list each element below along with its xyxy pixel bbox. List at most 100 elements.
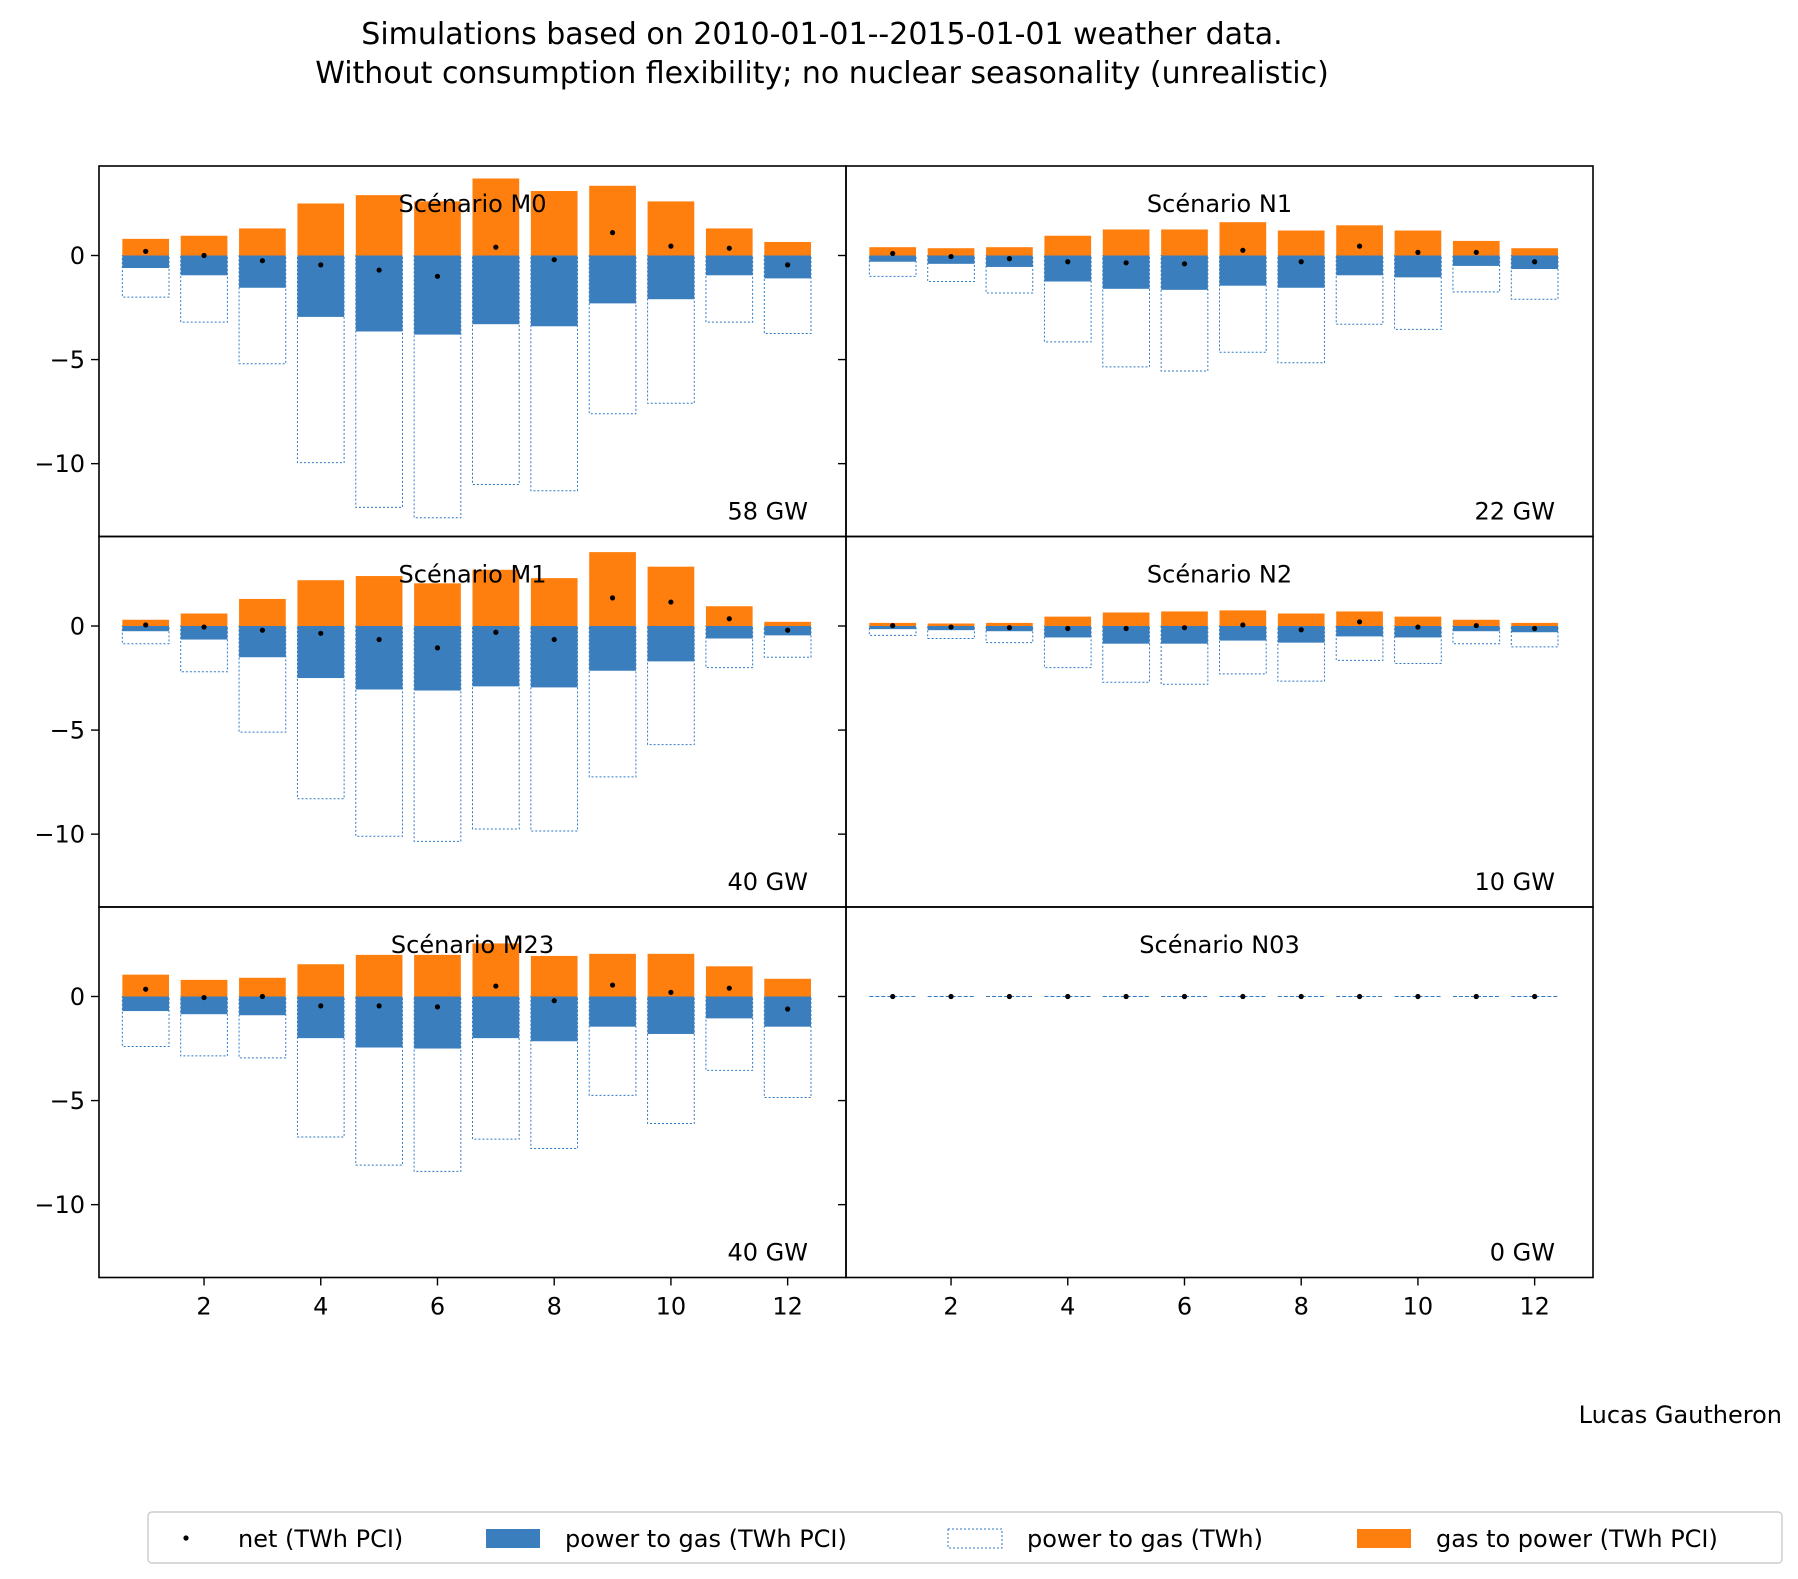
power-to-gas-pci-bar [647,996,695,1034]
power-to-gas-twh-bar [413,255,462,519]
legend: net (TWh PCI) power to gas (TWh PCI) power… [147,1511,1783,1564]
power-to-gas-pci-bar [1452,255,1500,266]
power-to-gas-twh-bar [530,255,579,492]
power-to-gas-twh-bar [1219,625,1267,675]
net-point [1415,624,1421,630]
net-point [201,624,207,630]
net-point [259,993,266,1000]
power-to-gas-pci-bar [472,255,520,325]
gas-to-power-bar [647,953,695,997]
gas-to-power-bar [1394,616,1442,627]
power-to-gas-twh-bar [296,625,345,800]
power-to-gas-twh-bar [1102,255,1150,368]
net-point [1006,993,1013,1000]
power-to-gas-pci-bar [705,626,753,639]
net-point [551,636,557,643]
gas-to-power-bar [1219,610,1267,627]
capacity-label: 58 GW [728,498,809,526]
gas-to-power-bar [1102,229,1150,256]
net-point [948,253,954,260]
subplot-sc-nario-m0: 0 −5 −10 Scénario M0 58 GW [34,165,847,538]
power-to-gas-pci-bar [122,255,170,268]
net-point [726,245,732,251]
net-point [1356,243,1363,249]
net-point [1298,993,1304,1000]
gas-to-power-bar [472,569,520,627]
x-tick-label: 12 [772,1293,803,1321]
power-to-gas-pci-bar [764,996,811,1027]
x-tick-label: 2 [196,1293,211,1321]
power-to-gas-pci-bar [647,255,695,300]
net-point [668,243,674,249]
net-point [1356,993,1363,1000]
y-tick-label: 0 [70,242,85,270]
gas-to-power-bar [705,228,753,256]
net-point [1532,625,1538,632]
power-to-gas-twh-bar [296,255,345,464]
subplot-sc-nario-n1: Scénario N1 22 GW [838,165,1594,538]
gas-to-power-bar [764,241,811,256]
net-point [1240,247,1246,253]
gas-to-power-bar [530,578,578,627]
net-point [1065,259,1071,265]
gas-to-power-bar [705,606,753,627]
net-point [376,636,382,643]
gas-to-power-bar [1044,616,1092,627]
power-to-gas-pci-bar [869,255,917,262]
net-point [609,230,616,236]
gas-to-power-bar [355,195,403,256]
power-to-gas-pci-bar [986,255,1033,267]
net-point [1473,249,1479,255]
power-to-gas-twh-bar [238,625,287,733]
net-point [785,1006,791,1012]
net-point [1298,259,1304,265]
net-point [434,273,441,279]
gas-to-power-bar [1511,248,1558,256]
net-point [143,622,149,628]
power-to-gas-twh-bar [763,996,812,1098]
capacity-label: 0 GW [1490,1239,1555,1267]
power-to-gas-twh-bar [705,996,754,1071]
x-tick-label: 10 [656,1293,687,1321]
power-to-gas-pci-bar [1219,626,1267,641]
x-tick-label: 10 [1403,1293,1434,1321]
power-to-gas-pci-bar [1219,255,1267,286]
gas-to-power-bar [1336,225,1383,256]
power-to-gas-twh-bar [705,255,754,323]
gas-to-power-bar [1277,613,1325,627]
power-to-gas-twh-bar [588,255,637,415]
x-tick-label: 4 [313,1293,328,1321]
net-point [1006,625,1013,631]
power-to-gas-twh-bar [472,255,520,485]
y-tick-label: −10 [34,1191,85,1219]
power-to-gas-twh-bar [1335,255,1384,325]
subplot-title: Scénario M0 [399,190,547,218]
net-point [551,257,557,263]
power-to-gas-twh-bar [180,625,228,673]
capacity-label: 10 GW [1475,868,1556,896]
gas-to-power-bar [764,978,811,997]
y-tick-label: 0 [70,613,85,641]
legend-label: gas to power (TWh PCI) [1436,1525,1718,1553]
power-to-gas-pci-bar [414,255,461,335]
net-point [259,258,266,264]
subplot-sc-nario-m23: 0 −5 −10 2 4 6 8 10 12 Scénario M23 40 GW [34,906,847,1321]
net-point [890,993,896,1000]
power-to-gas-twh-bar [985,255,1034,294]
subplot-title: Scénario N2 [1147,561,1292,589]
power-to-gas-twh-bar [1277,625,1326,682]
gas-to-power-bar [297,580,345,627]
gas-to-power-bar [239,598,286,627]
power-to-gas-twh-bar [238,255,287,365]
gas-to-power-bar [1452,240,1500,256]
power-to-gas-pci-bar [122,996,170,1012]
net-point [493,983,499,989]
gas-to-power-bar [180,979,228,997]
power-to-gas-pci-bar [530,626,578,688]
gas-to-power-bar [180,613,228,627]
x-tick-label: 2 [943,1293,958,1321]
power-to-gas-pci-bar [180,626,228,640]
x-tick-label: 8 [1294,1293,1309,1321]
gas-to-power-bar [1511,622,1558,627]
